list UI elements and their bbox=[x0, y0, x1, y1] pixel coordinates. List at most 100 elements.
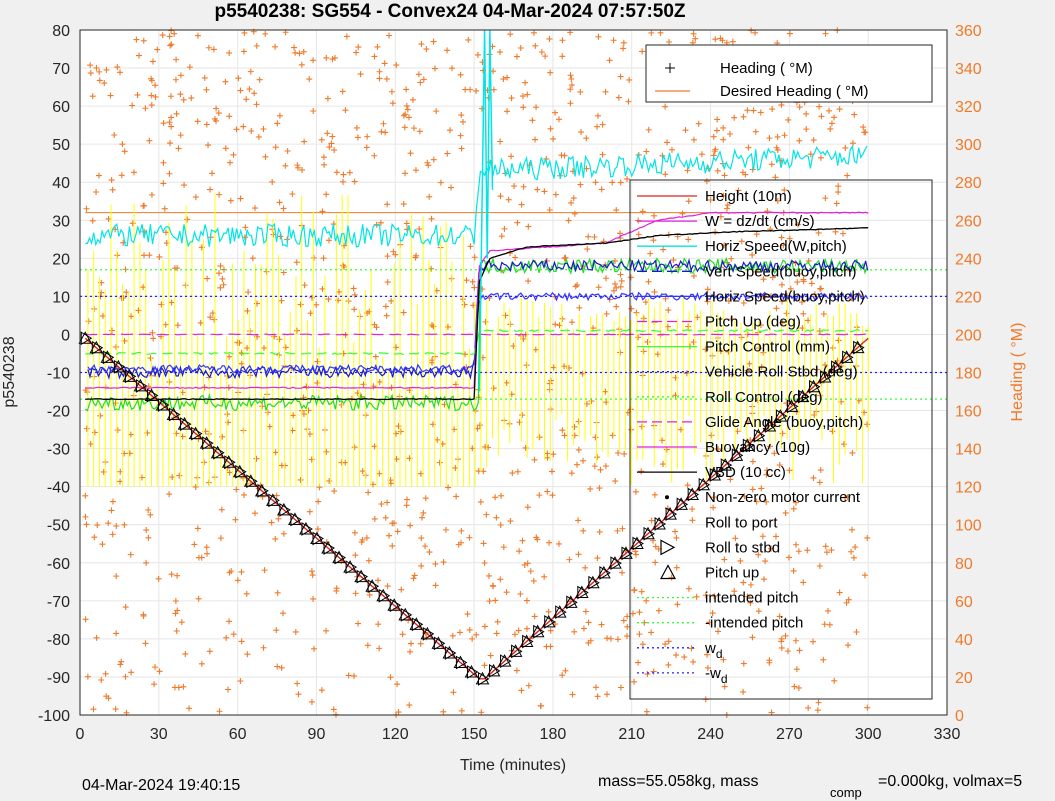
heading-point bbox=[467, 243, 474, 250]
heading-point bbox=[785, 116, 792, 123]
heading-point bbox=[291, 44, 298, 51]
heading-point bbox=[508, 153, 515, 160]
heading-point bbox=[181, 182, 188, 189]
legend-label: Vehicle Roll Stbd (deg) bbox=[705, 364, 858, 381]
heading-point bbox=[404, 106, 411, 113]
heading-point bbox=[761, 576, 768, 583]
roll-stbd-marker bbox=[444, 646, 457, 660]
heading-point bbox=[804, 547, 811, 554]
heading-point bbox=[387, 674, 394, 681]
heading-point bbox=[525, 682, 532, 689]
pitch-up-marker bbox=[696, 477, 711, 491]
heading-point bbox=[582, 564, 589, 571]
heading-point bbox=[351, 672, 358, 679]
roll-stbd-marker bbox=[224, 455, 236, 470]
heading-point bbox=[355, 44, 362, 51]
heading-point bbox=[398, 586, 405, 593]
heading-point bbox=[849, 449, 856, 456]
pitch-up-marker bbox=[475, 671, 490, 685]
heading-point bbox=[577, 181, 584, 188]
heading-point bbox=[698, 151, 705, 158]
heading-point bbox=[662, 641, 669, 648]
heading-point bbox=[128, 669, 135, 676]
heading-point bbox=[633, 551, 640, 558]
heading-point bbox=[820, 656, 827, 663]
heading-point bbox=[333, 585, 340, 592]
pitch-up-marker bbox=[674, 497, 688, 510]
pitch-up-marker bbox=[177, 417, 192, 430]
heading-point bbox=[562, 254, 569, 261]
pitch-up-marker bbox=[685, 487, 699, 501]
heading-point bbox=[408, 640, 415, 647]
heading-point bbox=[382, 303, 389, 310]
heading-point bbox=[113, 343, 120, 350]
heading-point bbox=[500, 544, 507, 551]
heading-point bbox=[109, 531, 116, 538]
heading-point bbox=[523, 625, 530, 632]
heading-point bbox=[152, 82, 159, 89]
heading-point bbox=[587, 485, 594, 492]
heading-point bbox=[708, 432, 715, 439]
heading-point bbox=[555, 540, 562, 547]
heading-point bbox=[403, 502, 410, 509]
heading-point bbox=[717, 213, 724, 220]
heading-point bbox=[800, 276, 807, 283]
heading-point bbox=[814, 366, 821, 373]
heading-point bbox=[617, 684, 624, 691]
legend-label-sub: d bbox=[716, 647, 723, 661]
heading-point bbox=[351, 444, 358, 451]
heading-point bbox=[842, 144, 849, 151]
heading-point bbox=[320, 154, 327, 161]
heading-point bbox=[204, 275, 211, 282]
heading-point bbox=[259, 493, 266, 500]
heading-point bbox=[822, 361, 829, 368]
heading-point bbox=[282, 344, 289, 351]
pitch-up-marker bbox=[630, 536, 644, 550]
heading-point bbox=[207, 186, 214, 193]
heading-point bbox=[168, 123, 175, 130]
heading-point bbox=[514, 468, 521, 475]
heading-point bbox=[481, 559, 488, 566]
roll-stbd-marker bbox=[80, 331, 93, 346]
heading-legend-label: Desired Heading ( °M) bbox=[720, 83, 869, 100]
heading-point bbox=[665, 638, 672, 645]
heading-point bbox=[784, 648, 791, 655]
heading-point bbox=[639, 641, 646, 648]
legend-label: Horiz Speed(buoy,pitch) bbox=[705, 288, 865, 305]
x-axis-label: Time (minutes) bbox=[460, 757, 566, 774]
heading-point bbox=[620, 39, 627, 46]
heading-point bbox=[524, 91, 531, 98]
heading-point bbox=[602, 388, 609, 395]
heading-point bbox=[617, 271, 624, 278]
heading-point bbox=[617, 349, 624, 356]
heading-point bbox=[817, 467, 824, 474]
y2-tick-label: 40 bbox=[955, 632, 973, 649]
heading-point bbox=[226, 49, 233, 56]
heading-point bbox=[213, 105, 220, 112]
pitch-up-marker bbox=[652, 516, 666, 530]
heading-point bbox=[365, 489, 372, 496]
heading-point bbox=[760, 276, 767, 283]
heading-point bbox=[530, 29, 537, 36]
heading-point bbox=[517, 44, 524, 51]
heading-point bbox=[429, 359, 436, 366]
heading-point bbox=[175, 145, 182, 152]
heading-point bbox=[861, 572, 868, 579]
heading-point bbox=[643, 148, 650, 155]
heading-point bbox=[412, 254, 419, 261]
heading-point bbox=[598, 621, 605, 628]
heading-point bbox=[712, 146, 719, 153]
heading-point bbox=[425, 162, 432, 169]
heading-point bbox=[186, 705, 193, 712]
heading-point bbox=[161, 205, 168, 212]
heading-point bbox=[310, 108, 317, 115]
heading-point bbox=[284, 148, 291, 155]
pitch-up-marker bbox=[541, 614, 556, 628]
heading-point bbox=[403, 220, 410, 227]
heading-point bbox=[635, 659, 642, 666]
legend-label: Roll Control (deg) bbox=[705, 389, 823, 406]
heading-point bbox=[778, 234, 785, 241]
heading-point bbox=[83, 205, 90, 212]
heading-point bbox=[606, 57, 613, 64]
heading-point bbox=[592, 179, 599, 186]
